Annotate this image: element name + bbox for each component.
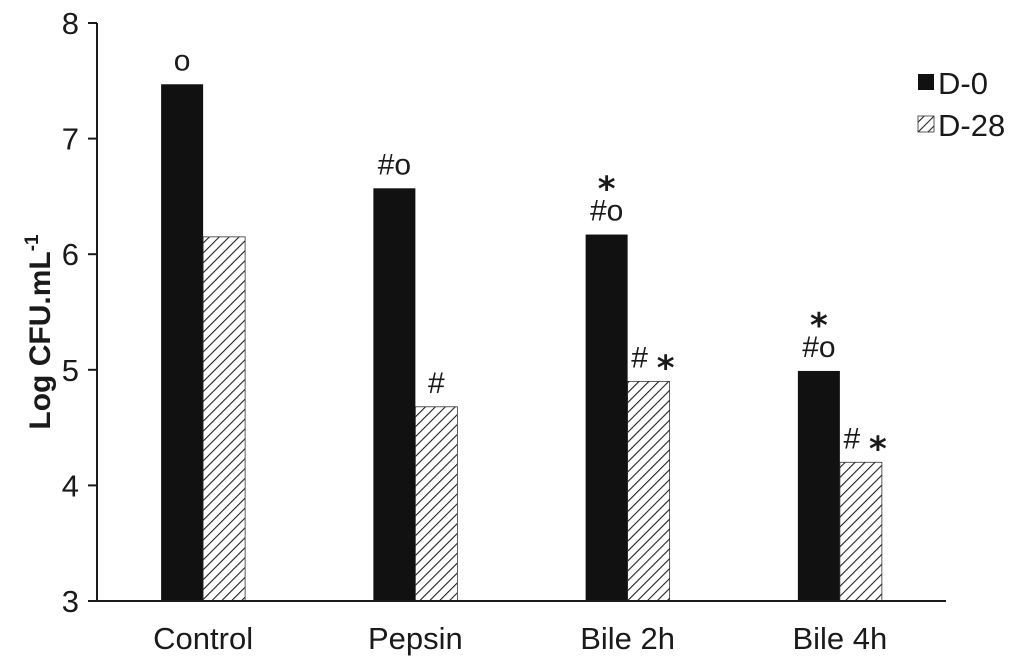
significance-label: #o bbox=[590, 195, 623, 228]
bar-d0-3 bbox=[797, 370, 840, 601]
y-tick-label: 3 bbox=[62, 584, 79, 619]
bar-d0-2 bbox=[585, 234, 628, 601]
significance-label: # bbox=[428, 367, 445, 400]
x-category-label: Bile 2h bbox=[580, 621, 675, 656]
bar-d28-1 bbox=[414, 406, 458, 602]
x-category-label: Control bbox=[153, 621, 253, 656]
x-category-label: Bile 4h bbox=[792, 621, 887, 656]
legend-swatch-0 bbox=[918, 74, 934, 90]
x-category-label: Pepsin bbox=[368, 621, 463, 656]
y-tick-label: 6 bbox=[62, 237, 79, 272]
significance-star: * bbox=[598, 170, 616, 210]
legend-swatch-1 bbox=[917, 115, 935, 133]
bars bbox=[161, 84, 883, 602]
significance-label: #o bbox=[378, 148, 411, 181]
legend-label: D-28 bbox=[938, 108, 1005, 143]
x-axis: Control Pepsin Bile 2h Bile 4h bbox=[97, 600, 946, 656]
y-axis-title: Log CFU.mL-1 bbox=[22, 234, 57, 430]
y-tick-label: 7 bbox=[62, 122, 79, 157]
y-axis: 3 4 5 6 7 8 bbox=[62, 6, 98, 619]
bar-d0-1 bbox=[373, 188, 416, 602]
annotations: o#o##o*# *#o*# * bbox=[174, 44, 887, 469]
y-tick-label: 4 bbox=[62, 468, 79, 503]
y-tick-label: 8 bbox=[62, 6, 79, 41]
bar-d0-0 bbox=[161, 84, 204, 601]
significance-label: # bbox=[631, 341, 648, 374]
y-tick-label: 5 bbox=[62, 353, 79, 388]
bar-d28-2 bbox=[627, 380, 671, 602]
bar-d28-3 bbox=[839, 461, 883, 602]
significance-label: # bbox=[844, 422, 861, 455]
significance-star: * bbox=[810, 306, 828, 346]
legend: D-0 D-28 bbox=[917, 66, 1005, 143]
bar-d28-0 bbox=[202, 236, 246, 602]
significance-label: o bbox=[174, 44, 191, 77]
significance-star: * bbox=[869, 429, 887, 469]
significance-label: #o bbox=[802, 331, 835, 364]
significance-star: * bbox=[657, 348, 675, 388]
legend-label: D-0 bbox=[938, 66, 988, 101]
